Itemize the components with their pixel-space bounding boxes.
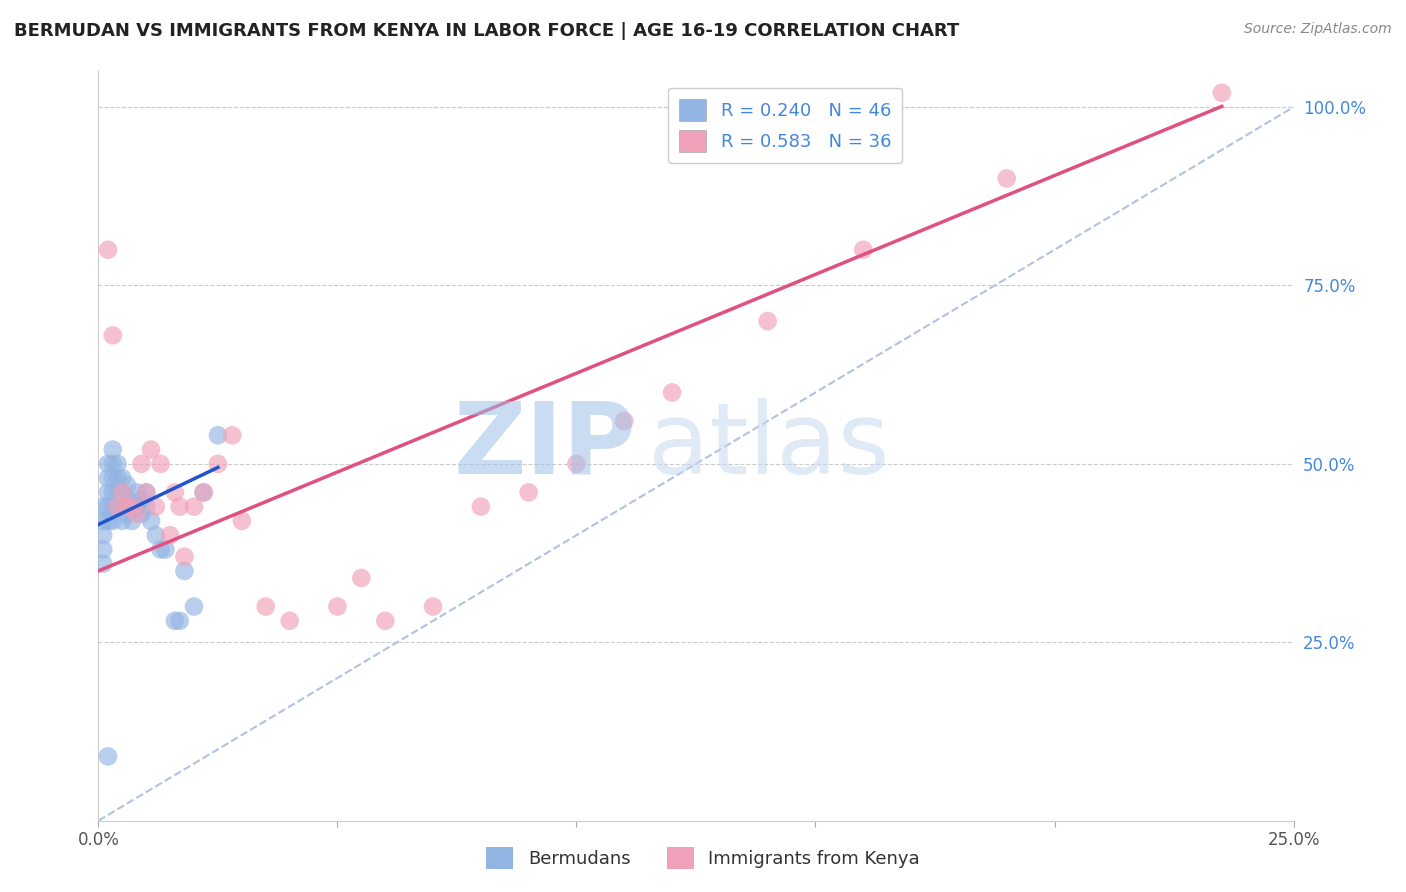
Point — [756, 314, 779, 328]
Point — [131, 457, 153, 471]
Point — [145, 500, 167, 514]
Point — [107, 500, 129, 514]
Point — [107, 500, 129, 514]
Point — [101, 457, 124, 471]
Point — [101, 485, 124, 500]
Point — [207, 428, 229, 442]
Point — [115, 478, 138, 492]
Point — [613, 414, 636, 428]
Point — [115, 492, 138, 507]
Point — [207, 457, 229, 471]
Point — [995, 171, 1018, 186]
Point — [97, 485, 120, 500]
Point — [91, 542, 114, 557]
Point — [111, 500, 134, 514]
Point — [169, 614, 191, 628]
Point — [107, 471, 129, 485]
Text: atlas: atlas — [648, 398, 890, 494]
Point — [131, 492, 153, 507]
Point — [565, 457, 588, 471]
Point — [125, 507, 148, 521]
Point — [97, 457, 120, 471]
Point — [149, 542, 172, 557]
Point — [254, 599, 277, 614]
Point — [183, 599, 205, 614]
Point — [374, 614, 396, 628]
Point — [115, 507, 138, 521]
Point — [221, 428, 243, 442]
Point — [852, 243, 875, 257]
Text: ZIP: ZIP — [453, 398, 637, 494]
Point — [155, 542, 177, 557]
Point — [278, 614, 301, 628]
Point — [173, 549, 195, 564]
Point — [131, 507, 153, 521]
Point — [111, 514, 134, 528]
Point — [115, 500, 138, 514]
Point — [193, 485, 215, 500]
Point — [125, 485, 148, 500]
Point — [121, 500, 143, 514]
Point — [97, 500, 120, 514]
Point — [163, 614, 186, 628]
Point — [111, 471, 134, 485]
Point — [101, 442, 124, 457]
Point — [121, 500, 143, 514]
Point — [661, 385, 683, 400]
Point — [101, 514, 124, 528]
Point — [97, 514, 120, 528]
Point — [121, 514, 143, 528]
Point — [101, 328, 124, 343]
Point — [91, 557, 114, 571]
Point — [111, 485, 134, 500]
Legend: Bermudans, Immigrants from Kenya: Bermudans, Immigrants from Kenya — [477, 838, 929, 879]
Point — [169, 500, 191, 514]
Point — [1211, 86, 1233, 100]
Point — [135, 500, 157, 514]
Text: BERMUDAN VS IMMIGRANTS FROM KENYA IN LABOR FORCE | AGE 16-19 CORRELATION CHART: BERMUDAN VS IMMIGRANTS FROM KENYA IN LAB… — [14, 22, 959, 40]
Point — [139, 442, 162, 457]
Point — [135, 485, 157, 500]
Point — [193, 485, 215, 500]
Point — [135, 485, 157, 500]
Point — [350, 571, 373, 585]
Point — [173, 564, 195, 578]
Point — [159, 528, 181, 542]
Point — [326, 599, 349, 614]
Point — [97, 749, 120, 764]
Point — [91, 528, 114, 542]
Point — [145, 528, 167, 542]
Point — [231, 514, 253, 528]
Point — [97, 243, 120, 257]
Point — [163, 485, 186, 500]
Point — [470, 500, 492, 514]
Point — [517, 485, 540, 500]
Point — [107, 485, 129, 500]
Legend: R = 0.240   N = 46, R = 0.583   N = 36: R = 0.240 N = 46, R = 0.583 N = 36 — [668, 88, 903, 162]
Text: Source: ZipAtlas.com: Source: ZipAtlas.com — [1244, 22, 1392, 37]
Point — [101, 500, 124, 514]
Point — [107, 457, 129, 471]
Point — [422, 599, 444, 614]
Point — [111, 485, 134, 500]
Point — [97, 471, 120, 485]
Point — [183, 500, 205, 514]
Point — [149, 457, 172, 471]
Point — [101, 471, 124, 485]
Point — [125, 500, 148, 514]
Point — [91, 514, 114, 528]
Point — [139, 514, 162, 528]
Point — [91, 500, 114, 514]
